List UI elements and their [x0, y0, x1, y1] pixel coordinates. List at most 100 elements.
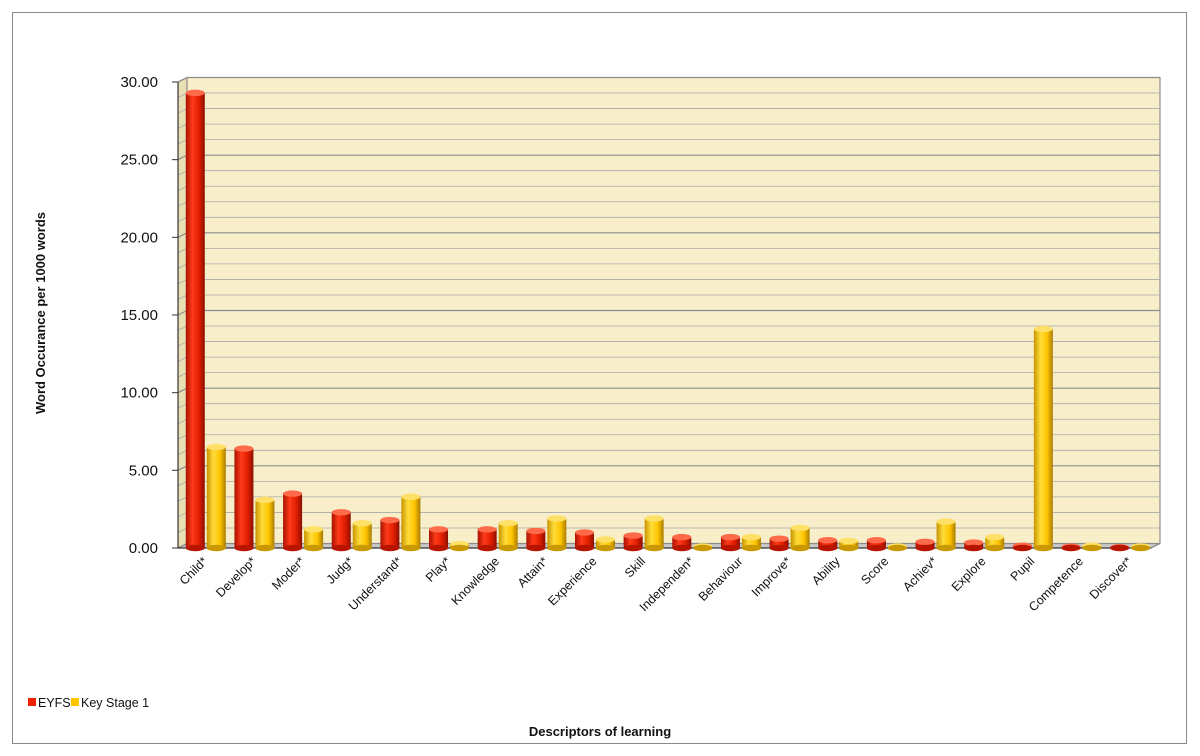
bar-top — [741, 533, 761, 541]
side-gridline — [177, 481, 188, 487]
x-tick-label: Moder* — [269, 554, 307, 592]
bar-top — [936, 518, 956, 525]
bar — [255, 499, 275, 548]
bar-base — [1082, 544, 1102, 552]
side-gridline — [177, 372, 188, 378]
bar — [234, 448, 254, 548]
bar-base — [234, 544, 254, 552]
side-gridline — [177, 496, 188, 502]
bar-base — [915, 544, 935, 552]
side-gridline — [177, 527, 188, 533]
bar-base — [985, 544, 1005, 552]
bar-eyfs-2 — [283, 490, 303, 552]
bar-top — [498, 519, 518, 527]
y-tick-label: 20.00 — [120, 229, 158, 246]
side-gridline — [177, 108, 188, 114]
bar-base — [672, 544, 692, 552]
bar-top — [331, 509, 351, 516]
side-gridline — [177, 76, 188, 83]
side-gridline — [177, 434, 188, 440]
side-gridline — [177, 123, 188, 129]
bar — [769, 538, 789, 548]
y-tick-label: 15.00 — [120, 307, 158, 324]
bar-base — [401, 544, 421, 552]
bar — [401, 496, 421, 548]
bar-key-stage-1-1 — [255, 496, 275, 552]
bar — [498, 523, 518, 548]
side-gridline — [177, 139, 188, 145]
x-tick-label: Judg* — [324, 554, 357, 587]
bar — [741, 537, 761, 548]
bar-top — [964, 539, 984, 546]
bar-top — [623, 532, 643, 539]
bar — [720, 537, 740, 548]
bar-base — [283, 544, 303, 552]
bar-key-stage-1-8 — [595, 536, 615, 552]
bar-top — [866, 537, 886, 544]
bar-eyfs-7 — [526, 527, 546, 552]
bar — [547, 518, 567, 548]
legend-label: EYFS — [38, 696, 71, 710]
x-tick-label: Explore — [949, 554, 989, 594]
side-gridline — [177, 418, 188, 425]
bar-key-stage-1-10 — [693, 543, 713, 552]
side-gridline — [177, 325, 188, 331]
bar-top — [1033, 325, 1053, 333]
bar-top — [839, 537, 859, 545]
x-tick-label: Improve* — [749, 554, 794, 599]
x-tick-label: Pupil — [1008, 554, 1038, 584]
side-gridline — [177, 201, 188, 207]
bar-base — [185, 544, 205, 552]
bar — [790, 527, 810, 548]
x-axis-title: Descriptors of learning — [529, 724, 671, 739]
x-tick-label: Develop* — [213, 554, 259, 600]
bar — [352, 523, 372, 548]
bar-base — [477, 544, 497, 552]
bar-top — [790, 524, 810, 532]
bar-key-stage-1-11 — [741, 533, 761, 552]
bar-top — [304, 526, 324, 533]
bar-eyfs-8 — [574, 529, 594, 552]
bar-top — [547, 515, 567, 522]
bar-eyfs-16 — [964, 539, 984, 552]
bar-base — [741, 544, 761, 552]
side-gridline — [177, 92, 188, 98]
bar-base — [429, 544, 449, 552]
bar-top — [283, 490, 303, 497]
bar — [644, 518, 664, 548]
bar-key-stage-1-19 — [1131, 543, 1151, 552]
side-gridline — [177, 542, 188, 549]
bar — [672, 537, 692, 548]
bar-top — [234, 445, 254, 452]
legend-label: Key Stage 1 — [81, 696, 149, 710]
bar-base — [1110, 544, 1130, 552]
bar-eyfs-1 — [234, 445, 254, 552]
bar-top — [477, 526, 497, 533]
bar-base — [547, 544, 567, 552]
bar — [283, 493, 303, 548]
side-gridline — [177, 216, 188, 223]
side-gridline — [177, 512, 188, 518]
bar-key-stage-1-12 — [790, 524, 810, 552]
bar-base — [304, 544, 324, 552]
x-tick-label: Score — [858, 554, 891, 587]
bar — [331, 512, 351, 548]
side-gridline — [177, 341, 188, 347]
bar — [818, 540, 838, 548]
bar-top — [185, 89, 205, 97]
bar-top — [380, 516, 400, 524]
side-gridline — [177, 465, 188, 471]
bar — [866, 540, 886, 548]
bar-base — [352, 544, 372, 552]
bar — [526, 530, 546, 548]
x-tick-label: Discover* — [1087, 554, 1135, 602]
bar-base — [936, 544, 956, 552]
plot-floor — [177, 543, 1161, 549]
bar — [936, 521, 956, 548]
bar-eyfs-6 — [477, 526, 497, 552]
bar-eyfs-5 — [429, 526, 449, 552]
bar-top — [672, 533, 692, 541]
x-tick-label: Experience — [545, 554, 599, 608]
bar-eyfs-18 — [1061, 543, 1081, 552]
bar-base — [1012, 544, 1032, 552]
